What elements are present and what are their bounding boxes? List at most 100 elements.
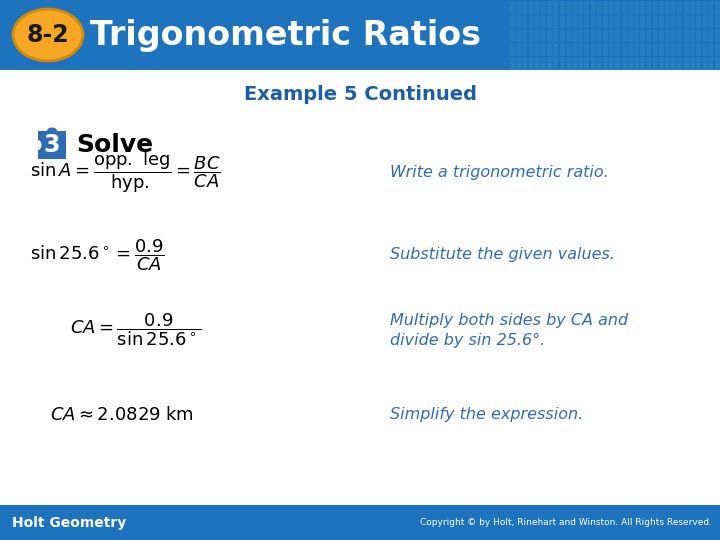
Bar (671, 43, 676, 56)
Text: $CA \approx 2.0829\ \mathrm{km}$: $CA \approx 2.0829\ \mathrm{km}$ (50, 406, 194, 424)
Bar (603, 15, 608, 28)
Bar (0, 505, 720, 540)
Bar (634, 1, 639, 14)
Bar (634, 43, 639, 56)
Bar (628, 1, 633, 14)
Bar (510, 1, 515, 14)
Bar (597, 43, 602, 56)
Ellipse shape (13, 9, 83, 61)
Bar (683, 15, 688, 28)
Bar (628, 43, 633, 56)
Bar (590, 43, 595, 56)
Bar (547, 15, 552, 28)
Bar (690, 15, 695, 28)
Bar (634, 29, 639, 42)
Bar (510, 57, 515, 70)
Bar (647, 1, 652, 14)
Bar (554, 29, 559, 42)
Bar (609, 43, 614, 56)
Bar (523, 29, 527, 42)
Bar (547, 43, 552, 56)
Bar (628, 57, 633, 70)
Bar (665, 43, 670, 56)
Bar (702, 43, 707, 56)
Bar (708, 43, 714, 56)
Bar (541, 1, 546, 14)
Bar (510, 43, 515, 56)
Bar (516, 43, 521, 56)
Bar (535, 15, 540, 28)
Bar (585, 15, 590, 28)
Bar (621, 15, 626, 28)
Bar (640, 15, 645, 28)
Bar (559, 29, 564, 42)
Bar (585, 29, 590, 42)
Bar (665, 15, 670, 28)
Bar (714, 57, 719, 70)
Bar (554, 1, 559, 14)
Bar (523, 1, 527, 14)
Text: Holt Geometry: Holt Geometry (12, 516, 126, 530)
Bar (616, 29, 621, 42)
Bar (647, 15, 652, 28)
Bar (528, 57, 534, 70)
Text: Multiply both sides by CA and: Multiply both sides by CA and (390, 313, 628, 327)
Bar (696, 29, 701, 42)
Bar (535, 1, 540, 14)
Bar (559, 1, 564, 14)
Bar (535, 43, 540, 56)
Bar (516, 1, 521, 14)
Bar (528, 1, 534, 14)
Bar (603, 1, 608, 14)
Bar (597, 1, 602, 14)
Ellipse shape (35, 140, 42, 150)
Bar (554, 43, 559, 56)
Bar (590, 29, 595, 42)
Bar (665, 57, 670, 70)
Bar (516, 15, 521, 28)
Bar (578, 29, 583, 42)
Bar (696, 1, 701, 14)
Bar (647, 43, 652, 56)
Bar (628, 15, 633, 28)
Bar (683, 29, 688, 42)
Bar (702, 1, 707, 14)
Bar (554, 15, 559, 28)
Bar (523, 57, 527, 70)
Text: Simplify the expression.: Simplify the expression. (390, 408, 583, 422)
Bar (690, 29, 695, 42)
Bar (659, 43, 664, 56)
Bar (566, 29, 571, 42)
Bar (696, 43, 701, 56)
Bar (678, 43, 683, 56)
Bar (510, 15, 515, 28)
Bar (671, 29, 676, 42)
Text: Write a trigonometric ratio.: Write a trigonometric ratio. (390, 165, 608, 179)
Bar (678, 1, 683, 14)
Bar (578, 15, 583, 28)
Bar (572, 15, 577, 28)
Bar (678, 29, 683, 42)
Bar (516, 29, 521, 42)
Bar (572, 43, 577, 56)
Bar (714, 15, 719, 28)
Bar (0, 0, 720, 70)
Bar (678, 15, 683, 28)
Bar (572, 57, 577, 70)
Bar (652, 57, 657, 70)
Bar (590, 15, 595, 28)
Bar (671, 57, 676, 70)
Bar (678, 57, 683, 70)
Bar (516, 57, 521, 70)
Bar (714, 1, 719, 14)
Bar (714, 29, 719, 42)
Bar (628, 29, 633, 42)
Text: Solve: Solve (76, 133, 153, 157)
Bar (609, 57, 614, 70)
Bar (585, 43, 590, 56)
Bar (523, 43, 527, 56)
Bar (559, 43, 564, 56)
Bar (702, 57, 707, 70)
Bar (652, 43, 657, 56)
Bar (541, 15, 546, 28)
